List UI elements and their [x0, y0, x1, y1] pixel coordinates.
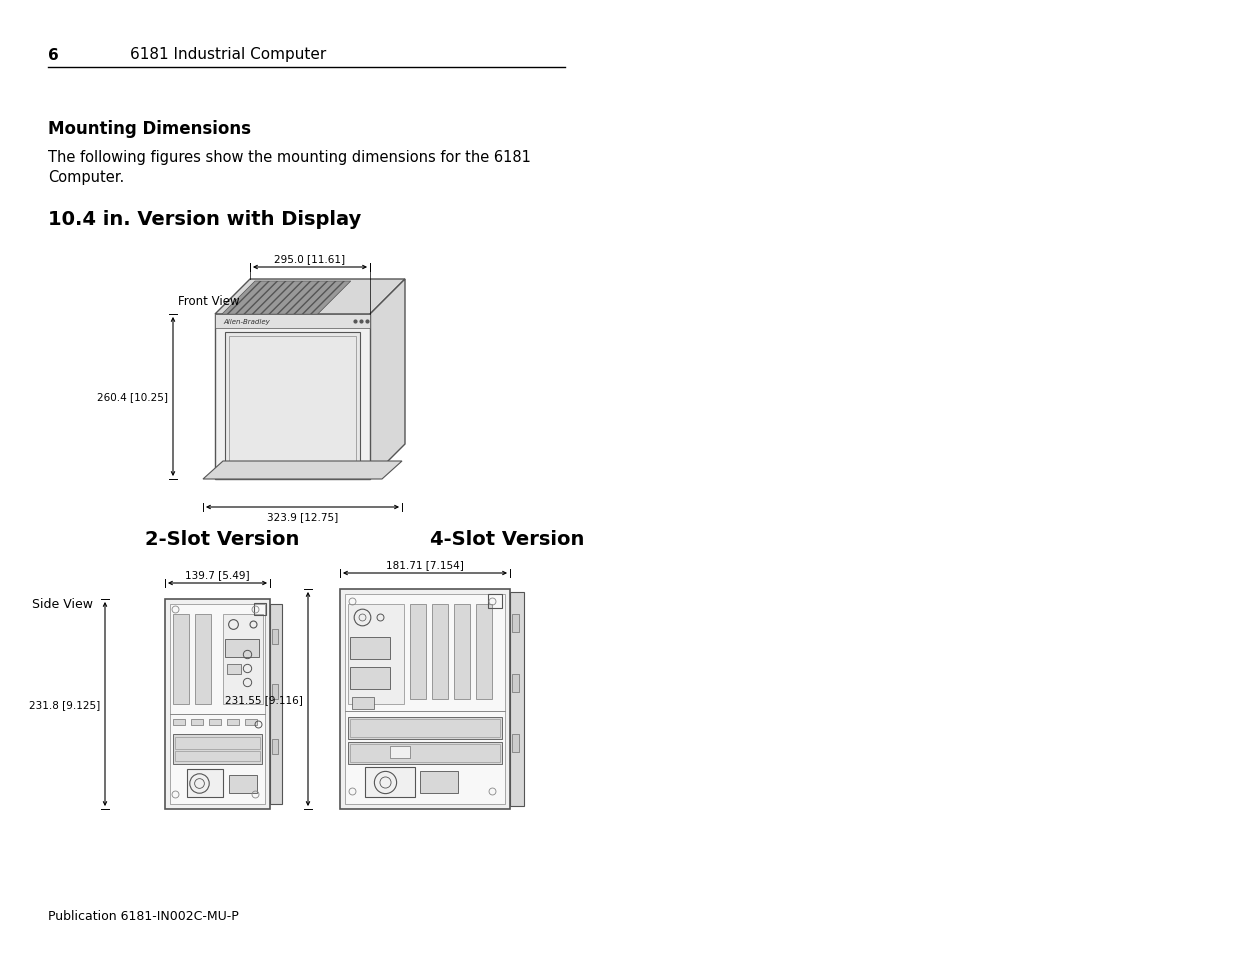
Text: The following figures show the mounting dimensions for the 6181: The following figures show the mounting …: [48, 150, 531, 165]
Bar: [173, 615, 189, 704]
Bar: [225, 333, 359, 468]
Bar: [170, 604, 266, 804]
Text: Computer.: Computer.: [48, 170, 125, 185]
Bar: [224, 615, 263, 704]
Text: 6181 Industrial Computer: 6181 Industrial Computer: [130, 48, 326, 63]
Bar: [245, 720, 257, 725]
Text: 231.55 [9.116]: 231.55 [9.116]: [225, 695, 303, 704]
Bar: [454, 604, 471, 700]
Bar: [227, 664, 241, 675]
Text: 323.9 [12.75]: 323.9 [12.75]: [267, 512, 338, 521]
Bar: [510, 593, 524, 806]
Bar: [513, 615, 519, 633]
Text: Publication 6181-IN002C-MU-P: Publication 6181-IN002C-MU-P: [48, 909, 238, 923]
Bar: [348, 604, 404, 704]
Text: 10.4 in. Version with Display: 10.4 in. Version with Display: [48, 210, 362, 229]
Text: Front View: Front View: [178, 294, 240, 308]
Text: 2-Slot Version: 2-Slot Version: [144, 530, 299, 548]
Bar: [272, 629, 278, 644]
Text: Mounting Dimensions: Mounting Dimensions: [48, 120, 251, 138]
Text: 231.8 [9.125]: 231.8 [9.125]: [28, 700, 100, 709]
Bar: [270, 604, 282, 804]
Bar: [173, 734, 262, 764]
Text: Side View: Side View: [32, 598, 93, 610]
Bar: [513, 734, 519, 752]
Bar: [350, 744, 500, 762]
Bar: [165, 599, 270, 809]
Bar: [348, 718, 501, 740]
Bar: [215, 314, 370, 479]
Bar: [215, 314, 370, 329]
Bar: [350, 720, 500, 738]
Bar: [175, 751, 261, 761]
Bar: [348, 742, 501, 764]
Bar: [340, 589, 510, 809]
Text: 139.7 [5.49]: 139.7 [5.49]: [185, 569, 249, 579]
Text: Allen-Bradley: Allen-Bradley: [224, 318, 269, 325]
Bar: [191, 720, 203, 725]
Bar: [227, 720, 240, 725]
Polygon shape: [203, 461, 403, 479]
Bar: [186, 769, 224, 797]
Bar: [352, 698, 374, 709]
Bar: [366, 767, 415, 797]
Bar: [228, 336, 356, 463]
Bar: [272, 684, 278, 700]
Bar: [420, 771, 458, 793]
Bar: [350, 667, 390, 689]
Bar: [345, 595, 505, 804]
Bar: [475, 604, 492, 700]
Text: 6: 6: [48, 48, 59, 63]
Bar: [350, 638, 390, 659]
Polygon shape: [370, 280, 405, 479]
Text: 4-Slot Version: 4-Slot Version: [430, 530, 584, 548]
Bar: [195, 615, 211, 704]
Bar: [209, 720, 221, 725]
Bar: [175, 738, 261, 749]
Bar: [173, 720, 185, 725]
Text: 260.4 [10.25]: 260.4 [10.25]: [98, 392, 168, 402]
Text: 181.71 [7.154]: 181.71 [7.154]: [387, 559, 464, 569]
Bar: [228, 775, 257, 793]
Bar: [225, 639, 259, 658]
Polygon shape: [220, 282, 351, 316]
Polygon shape: [215, 280, 405, 314]
Bar: [410, 604, 426, 700]
Text: 295.0 [11.61]: 295.0 [11.61]: [274, 253, 346, 264]
Bar: [272, 740, 278, 754]
Bar: [513, 675, 519, 692]
Bar: [432, 604, 448, 700]
Bar: [390, 746, 410, 759]
Bar: [215, 470, 370, 479]
